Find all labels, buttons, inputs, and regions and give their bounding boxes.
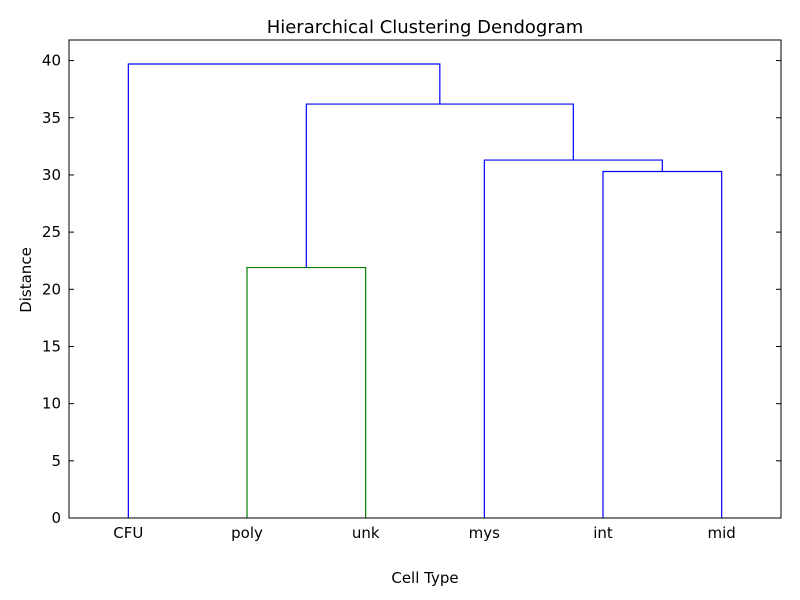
- y-tick-label: 10: [42, 395, 61, 413]
- y-tick-label: 25: [42, 223, 61, 241]
- link-CFU-poly+unk+mys+int+mid: [127, 63, 441, 518]
- dendrogram-links: [127, 63, 723, 518]
- x-axis: CFU poly unk mys int mid: [113, 524, 736, 542]
- link-poly-unk: [246, 266, 367, 518]
- link-poly+unk-mys+int+mid: [305, 103, 574, 268]
- link-int-mid: [602, 170, 723, 518]
- y-tick-label: 35: [42, 109, 61, 127]
- y-axis-label: Distance: [17, 247, 35, 313]
- leaf-label-mid: mid: [708, 524, 736, 542]
- chart-title: Hierarchical Clustering Dendogram: [267, 17, 584, 38]
- plot-frame: [68, 39, 782, 519]
- link-mys-int+mid: [483, 159, 663, 518]
- leaf-label-poly: poly: [231, 524, 263, 542]
- leaf-label-mys: mys: [469, 524, 500, 542]
- y-tick-label: 15: [42, 337, 61, 355]
- y-tick-label: 20: [42, 280, 61, 298]
- y-axis: 0 5 10 15 20 25 30 35 40: [42, 52, 781, 527]
- leaf-label-int: int: [593, 524, 613, 542]
- leaf-label-unk: unk: [352, 524, 380, 542]
- leaf-label-CFU: CFU: [113, 524, 143, 542]
- y-tick-label: 30: [42, 166, 61, 184]
- y-tick-label: 40: [42, 52, 61, 70]
- y-tick-label: 0: [51, 509, 61, 527]
- x-axis-label: Cell Type: [391, 569, 458, 587]
- y-tick-label: 5: [51, 452, 61, 470]
